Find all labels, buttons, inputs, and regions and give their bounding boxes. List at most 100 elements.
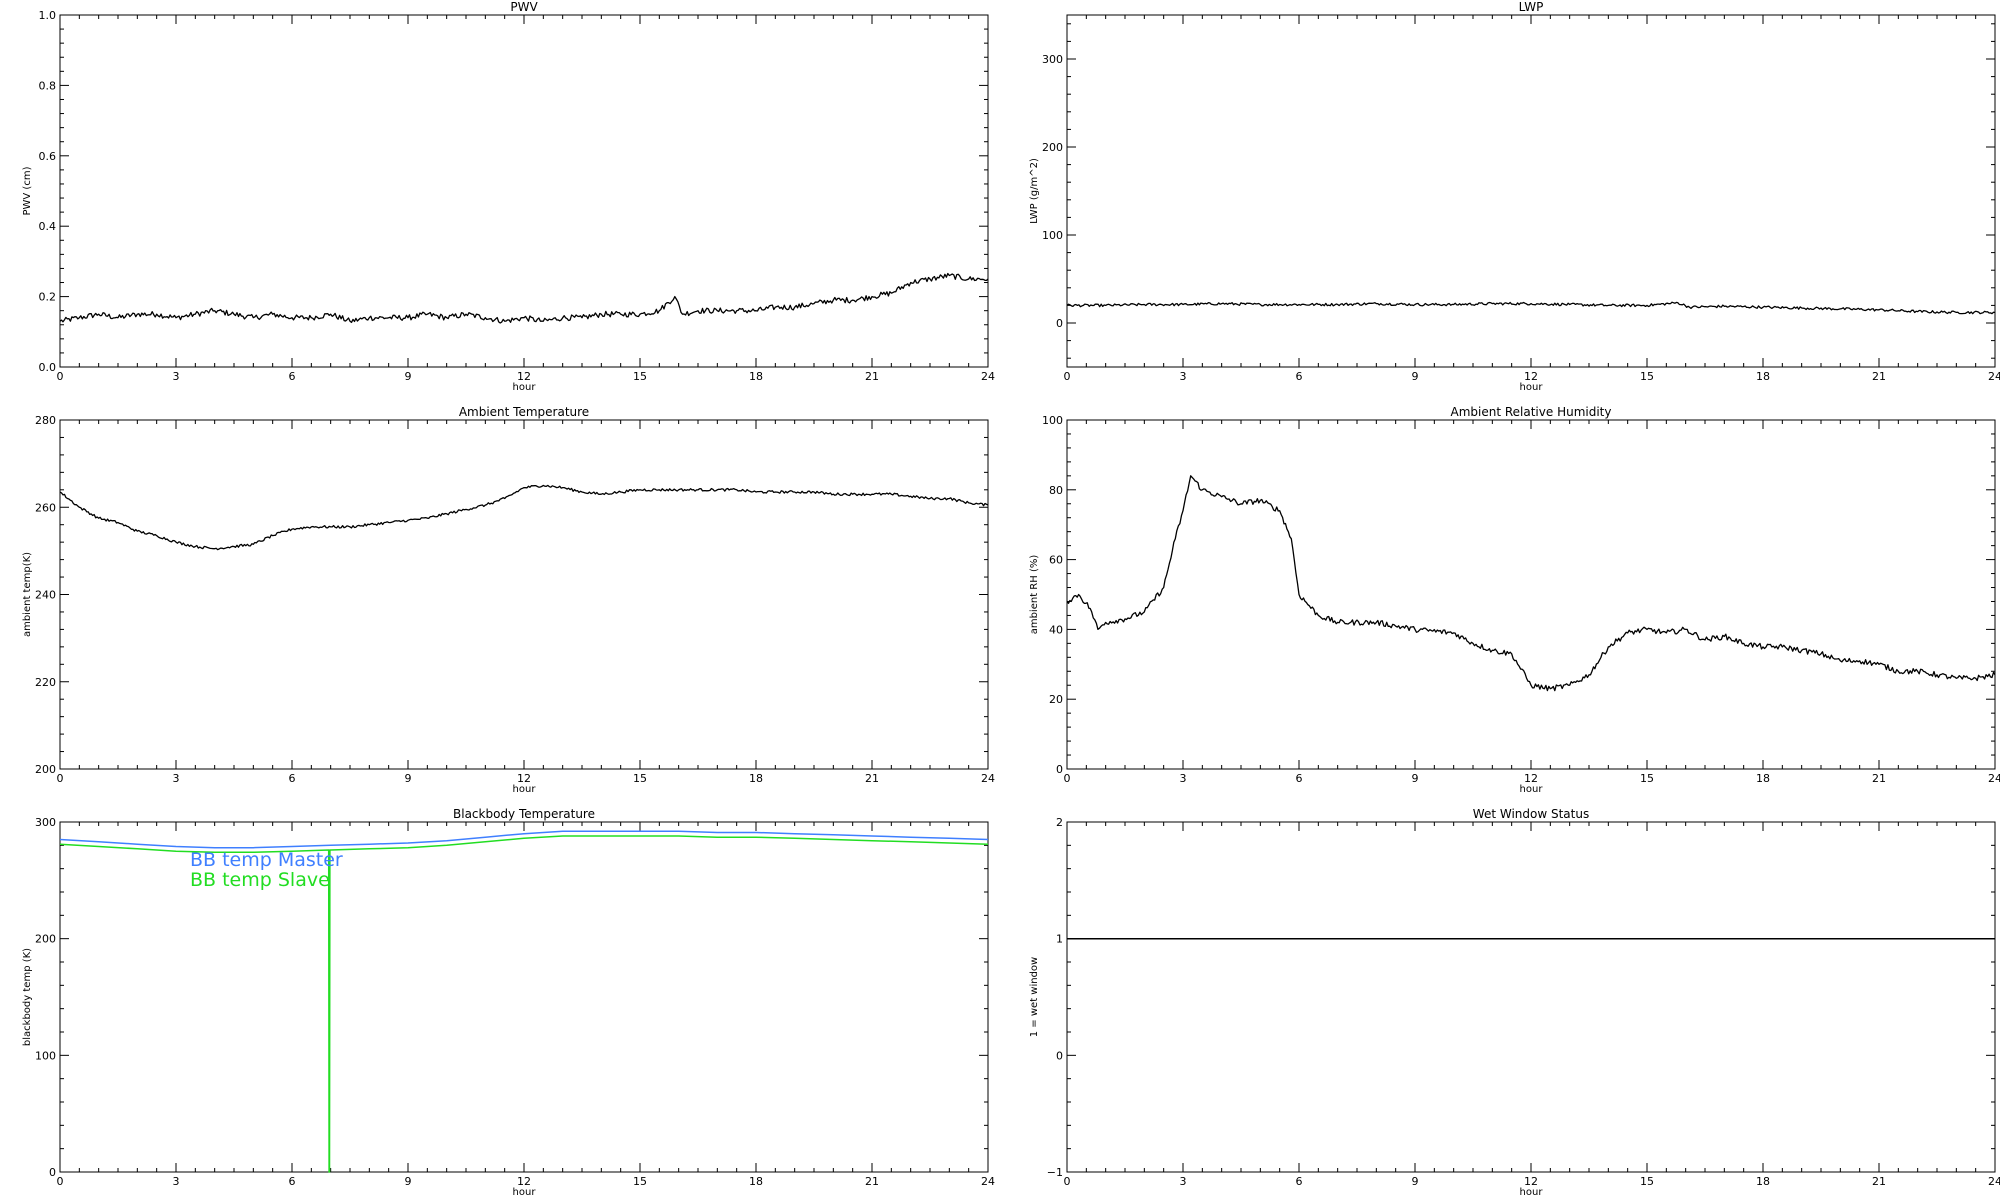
x-tick-label: 12: [517, 370, 531, 383]
y-tick-label: 0.4: [39, 220, 57, 233]
chart-title: Ambient Relative Humidity: [1451, 405, 1612, 419]
x-tick-label: 24: [1988, 370, 2000, 383]
y-tick-label: 100: [1042, 229, 1063, 242]
series-line-ambient-temp: [59, 484, 989, 551]
series-line-bb-temp-slave: [59, 835, 989, 1173]
x-tick-label: 3: [173, 772, 180, 785]
x-tick-label: 12: [517, 1175, 531, 1188]
chart-lwp: 0 3 6 9 12 15 18 21 24 0 100 200 300 LWP hour LWP (g/m^…: [1029, 0, 2000, 393]
x-tick-label: 18: [1756, 772, 1770, 785]
x-tick-label: 15: [633, 1175, 647, 1188]
y-tick-label: 200: [35, 763, 56, 776]
x-tick-label: 3: [173, 1175, 180, 1188]
series-line-ambient-rh: [1066, 475, 1996, 692]
y-tick-label: 220: [35, 676, 56, 689]
x-axis-label: hour: [1520, 1187, 1544, 1198]
x-tick-label: 24: [1988, 772, 2000, 785]
x-tick-label: 18: [749, 1175, 763, 1188]
y-axis-label: ambient temp(K): [22, 552, 33, 637]
y-tick-label: 0: [1056, 317, 1063, 330]
y-tick-label: 2: [1056, 816, 1063, 829]
x-axis-label: hour: [513, 1187, 537, 1198]
y-tick-label: 20: [1049, 693, 1063, 706]
y-tick-label: 200: [35, 933, 56, 946]
x-tick-label: 0: [57, 370, 64, 383]
x-tick-label: 9: [1412, 370, 1419, 383]
x-tick-label: 15: [1640, 772, 1654, 785]
y-tick-label: 200: [1042, 141, 1063, 154]
plot-frame: [59, 419, 989, 770]
x-tick-label: 21: [1872, 772, 1886, 785]
series-line-bb-temp-master: [59, 830, 989, 849]
x-tick-label: 21: [1872, 370, 1886, 383]
chart-blackbody-temp: 0 3 6 9 12 15 18 21 24 0 100 200 300 Blackbody Temper…: [22, 807, 995, 1198]
y-tick-label: 0: [49, 1166, 56, 1179]
x-tick-label: 3: [1180, 772, 1187, 785]
chart-pwv: 0 3 6 9 12 15 18 21 24 0.0 0.2 0.4 0.6 0.8 1.0 PWV hour P…: [22, 0, 995, 393]
y-tick-label: 100: [1042, 414, 1063, 427]
plot-frame: [1066, 14, 1996, 368]
y-tick-label: 0.0: [39, 361, 57, 374]
x-tick-label: 3: [173, 370, 180, 383]
x-tick-label: 6: [289, 1175, 296, 1188]
y-tick-label: 80: [1049, 484, 1063, 497]
chart-title: PWV: [510, 0, 538, 14]
x-axis-label: hour: [513, 784, 537, 795]
x-tick-label: 0: [1064, 370, 1071, 383]
chart-title: Blackbody Temperature: [453, 807, 595, 821]
x-axis-label: hour: [513, 382, 537, 393]
legend-entry: BB temp Slave: [190, 869, 330, 891]
x-tick-label: 21: [1872, 1175, 1886, 1188]
x-tick-label: 6: [1296, 772, 1303, 785]
x-axis-label: hour: [1520, 784, 1544, 795]
x-tick-label: 3: [1180, 1175, 1187, 1188]
x-axis-label: hour: [1520, 382, 1544, 393]
x-tick-label: 6: [289, 370, 296, 383]
x-tick-label: 21: [865, 370, 879, 383]
x-tick-label: 9: [1412, 772, 1419, 785]
x-tick-label: 18: [1756, 1175, 1770, 1188]
x-tick-label: 21: [865, 772, 879, 785]
x-tick-label: 6: [289, 772, 296, 785]
x-tick-label: 9: [405, 772, 412, 785]
y-tick-label: 0: [1056, 1049, 1063, 1062]
chart-ambient-temp: 0 3 6 9 12 15 18 21 24 200 220 240 260 280 Ambient Tem…: [22, 405, 995, 795]
y-tick-label: 260: [35, 501, 56, 514]
y-tick-label: 0: [1056, 763, 1063, 776]
y-axis-label: PWV (cm): [22, 166, 33, 215]
y-tick-label: 40: [1049, 623, 1063, 636]
y-tick-label: 60: [1049, 554, 1063, 567]
x-tick-label: 21: [865, 1175, 879, 1188]
y-tick-label: 1.0: [39, 9, 57, 22]
x-tick-label: 18: [749, 370, 763, 383]
x-tick-label: 0: [1064, 772, 1071, 785]
y-tick-label: 0.8: [39, 79, 57, 92]
x-tick-label: 15: [1640, 1175, 1654, 1188]
legend-entry: BB temp Master: [190, 849, 343, 871]
y-tick-label: 100: [35, 1049, 56, 1062]
y-tick-label: 280: [35, 414, 56, 427]
chart-title: Ambient Temperature: [459, 405, 589, 419]
y-axis-label: ambient RH (%): [1029, 555, 1040, 635]
x-tick-label: 3: [1180, 370, 1187, 383]
chart-ambient-rh: 0 3 6 9 12 15 18 21 24 0 20 40 60 80 100 Ambient Relati…: [1029, 405, 2000, 795]
x-tick-label: 18: [1756, 370, 1770, 383]
x-tick-label: 12: [1524, 1175, 1538, 1188]
y-tick-label: 300: [1042, 53, 1063, 66]
y-tick-label: 1: [1056, 933, 1063, 946]
y-axis-label: LWP (g/m^2): [1029, 158, 1040, 224]
x-tick-label: 9: [1412, 1175, 1419, 1188]
x-tick-label: 15: [633, 772, 647, 785]
x-tick-label: 24: [1988, 1175, 2000, 1188]
y-tick-label: −1: [1047, 1166, 1063, 1179]
x-tick-label: 6: [1296, 370, 1303, 383]
plot-frame: [1066, 419, 1996, 770]
x-tick-label: 24: [981, 772, 995, 785]
x-tick-label: 9: [405, 370, 412, 383]
y-axis-label: blackbody temp (K): [22, 948, 33, 1046]
x-tick-label: 15: [1640, 370, 1654, 383]
x-tick-label: 12: [1524, 370, 1538, 383]
series-line-lwp: [1066, 301, 1996, 315]
series-line-pwv: [59, 272, 989, 324]
